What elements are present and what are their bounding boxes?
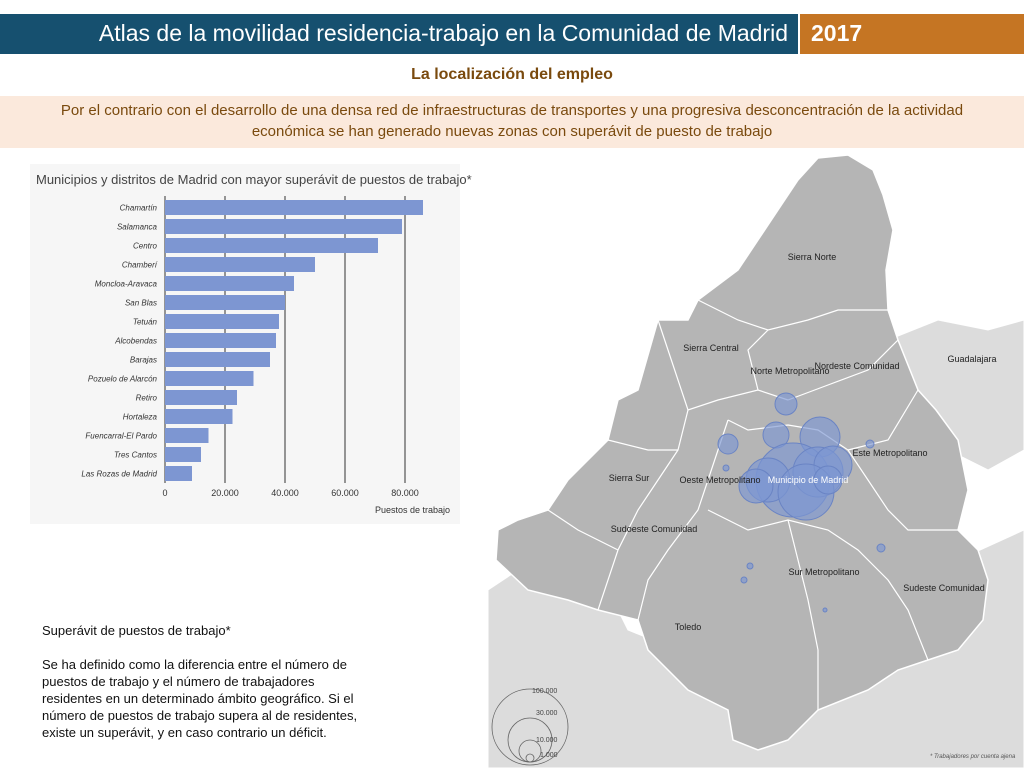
category-label: Pozuelo de Alarcón bbox=[88, 375, 158, 384]
label-nordeste-comunidad: Nordeste Comunidad bbox=[814, 361, 899, 371]
label-sierra-norte: Sierra Norte bbox=[788, 252, 837, 262]
bar-chart-panel: Municipios y distritos de Madrid con may… bbox=[30, 164, 472, 524]
bubble-oeste bbox=[722, 464, 730, 472]
page-title: Atlas de la movilidad residencia-trabajo… bbox=[98, 20, 788, 46]
label-norte-metropolitano: Norte Metropolitano bbox=[750, 366, 829, 376]
bar bbox=[165, 333, 276, 348]
category-label: Las Rozas de Madrid bbox=[81, 470, 157, 479]
bar-chart: Chamartín Salamanca Centro Chamberí Moncloa-… bbox=[81, 196, 450, 515]
bubble-madrid-6 bbox=[738, 468, 774, 504]
bubble-sur-2 bbox=[746, 562, 754, 570]
category-label: Hortaleza bbox=[123, 413, 158, 422]
legend-label-1000: 1.000 bbox=[540, 752, 558, 759]
bar bbox=[165, 276, 294, 291]
category-label: Chamartín bbox=[120, 204, 158, 213]
intro-text: Por el contrario con el desarrollo de un… bbox=[60, 102, 964, 140]
label-oeste-metropolitano: Oeste Metropolitano bbox=[679, 475, 760, 485]
x-axis-label: Puestos de trabajo bbox=[375, 505, 450, 515]
chart-title: Municipios y distritos de Madrid con may… bbox=[36, 172, 472, 187]
bar bbox=[165, 257, 315, 272]
category-label: Alcobendas bbox=[114, 337, 157, 346]
x-tick-label: 0 bbox=[162, 488, 167, 498]
label-sur-metropolitano: Sur Metropolitano bbox=[788, 567, 859, 577]
x-tick-label: 60.000 bbox=[331, 488, 359, 498]
bubble-madrid-7 bbox=[813, 465, 843, 495]
bar bbox=[165, 466, 192, 481]
category-label: San Blas bbox=[125, 299, 157, 308]
legend-label-100000: 100.000 bbox=[532, 688, 557, 695]
title-banner: Atlas de la movilidad residencia-trabajo… bbox=[0, 14, 798, 54]
x-tick-label: 20.000 bbox=[211, 488, 239, 498]
bubble-sur-1 bbox=[876, 543, 886, 553]
bar bbox=[165, 447, 201, 462]
year-banner: 2017 bbox=[800, 14, 1024, 54]
bubble-pozuelo bbox=[717, 433, 739, 455]
bar bbox=[165, 409, 233, 424]
category-label: Chamberí bbox=[122, 261, 158, 270]
label-municipio-madrid: Municipio de Madrid bbox=[768, 475, 849, 485]
region-map: Sierra Norte Sierra Central Norte Metrop… bbox=[488, 154, 1024, 768]
x-tick-label: 80.000 bbox=[391, 488, 419, 498]
map-bubbles bbox=[717, 392, 886, 613]
category-label: Moncloa-Aravaca bbox=[95, 280, 158, 289]
bubble-legend bbox=[491, 688, 569, 766]
bar bbox=[165, 295, 285, 310]
bar bbox=[165, 314, 279, 329]
bar bbox=[165, 428, 209, 443]
bar bbox=[165, 371, 254, 386]
note-heading: Superávit de puestos de trabajo* bbox=[42, 623, 231, 638]
bubble-sur-4 bbox=[822, 607, 828, 613]
x-tick-label: 40.000 bbox=[271, 488, 299, 498]
label-toledo: Toledo bbox=[675, 622, 702, 632]
bar bbox=[165, 352, 270, 367]
category-label: Fuencarral-El Pardo bbox=[85, 432, 157, 441]
label-sierra-central: Sierra Central bbox=[683, 343, 739, 353]
definition-note: Superávit de puestos de trabajo* Se ha d… bbox=[42, 622, 372, 758]
year-label: 2017 bbox=[811, 20, 863, 46]
bar bbox=[165, 390, 237, 405]
category-label: Barajas bbox=[130, 356, 157, 365]
label-sierra-sur: Sierra Sur bbox=[609, 473, 650, 483]
bubble-norte bbox=[774, 392, 798, 416]
category-label: Salamanca bbox=[117, 223, 158, 232]
intro-box: Por el contrario con el desarrollo de un… bbox=[0, 96, 1024, 148]
label-sudeste-comunidad: Sudeste Comunidad bbox=[903, 583, 985, 593]
label-sudoeste-comunidad: Sudoeste Comunidad bbox=[611, 524, 698, 534]
bar bbox=[165, 238, 378, 253]
category-label: Tres Cantos bbox=[114, 451, 157, 460]
legend-circle-1000 bbox=[525, 753, 535, 763]
bar bbox=[165, 219, 402, 234]
bar bbox=[165, 200, 423, 215]
legend-circle-100000 bbox=[491, 688, 569, 766]
category-label: Centro bbox=[133, 242, 158, 251]
bubble-este bbox=[865, 439, 875, 449]
category-label: Retiro bbox=[136, 394, 158, 403]
legend-label-30000: 30.000 bbox=[536, 710, 558, 717]
map-borders bbox=[547, 299, 958, 710]
bubble-sur-3 bbox=[740, 576, 748, 584]
header-bar: Atlas de la movilidad residencia-trabajo… bbox=[0, 14, 1024, 54]
legend-label-10000: 10.000 bbox=[536, 737, 558, 744]
category-label: Tetuán bbox=[133, 318, 158, 327]
section-subtitle: La localización del empleo bbox=[411, 66, 613, 83]
label-este-metropolitano: Este Metropolitano bbox=[852, 448, 927, 458]
label-guadalajara: Guadalajara bbox=[947, 354, 996, 364]
footnote: * Trabajadores por cuenta ajena bbox=[930, 754, 1016, 760]
note-body: Se ha definido como la diferencia entre … bbox=[42, 657, 358, 740]
